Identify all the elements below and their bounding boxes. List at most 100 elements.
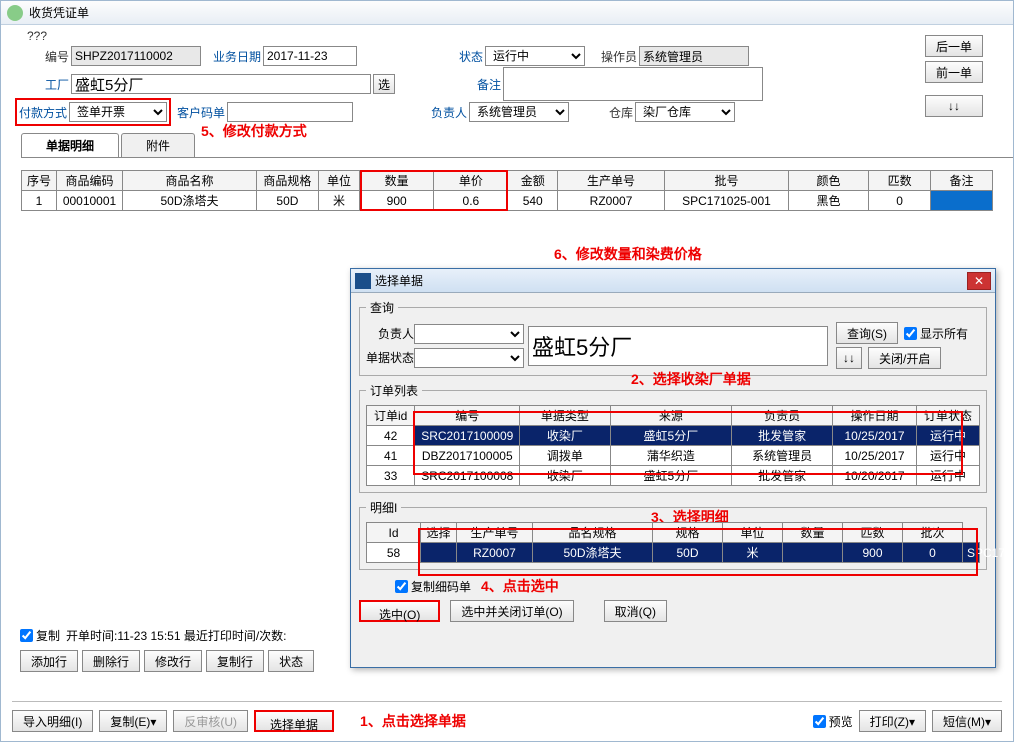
question-marks: ??? xyxy=(27,29,47,43)
dlg-btn-cancel[interactable]: 取消(Q) xyxy=(604,600,667,622)
btn-copy-doc[interactable]: 复制(E)▾ xyxy=(99,710,167,732)
grid-cell[interactable]: SPC171025-001 xyxy=(665,191,789,211)
anno-4: 4、点击选中 xyxy=(481,576,559,596)
list-header: 订单状态 xyxy=(916,406,979,426)
dlg-btn-select[interactable]: 选中(O) xyxy=(359,600,440,622)
chk-copy[interactable]: 复制 xyxy=(20,627,60,644)
list-row[interactable]: 42SRC2017100009收染厂盛虹5分厂批发管家10/25/2017运行中 xyxy=(367,426,980,446)
order-list-grid[interactable]: 订单id编号单据类型来源负责员操作日期订单状态42SRC2017100009收染… xyxy=(366,405,980,486)
grid-cell[interactable]: 900 xyxy=(360,191,434,211)
btn-state[interactable]: 状态 xyxy=(268,650,314,672)
grid-cell[interactable]: 0 xyxy=(869,191,931,211)
list-header: 来源 xyxy=(610,406,732,426)
btn-updown[interactable]: ↓↓ xyxy=(925,95,983,117)
dlg-btn-select-close[interactable]: 选中并关闭订单(O) xyxy=(450,600,573,622)
btn-modrow[interactable]: 修改行 xyxy=(144,650,202,672)
select-status[interactable]: 运行中 xyxy=(485,46,585,66)
input-cust[interactable] xyxy=(227,102,353,122)
dlg-select-owner[interactable] xyxy=(414,324,524,344)
input-no xyxy=(71,46,201,66)
detail-row[interactable]: 58RZ000750D涤塔夫50D米9000SPC17 xyxy=(367,543,980,563)
btn-unaudit: 反审核(U) xyxy=(173,710,248,732)
grid-cell[interactable] xyxy=(931,191,993,211)
select-doc-dialog: 选择单据 ✕ 查询 负责人 单据状态 查询(S) 显示所有 ↓↓ 关闭 xyxy=(350,268,996,668)
dlg-btn-toggle[interactable]: 关闭/开启 xyxy=(868,347,941,369)
dlg-btn-updown[interactable]: ↓↓ xyxy=(836,347,862,369)
detail-grid-dialog[interactable]: Id选择生产单号品名规格规格单位数量匹数批次58RZ000750D涤塔夫50D米… xyxy=(366,522,980,563)
detail-header: 生产单号 xyxy=(457,523,533,543)
dlg-chk-showall[interactable]: 显示所有 xyxy=(904,325,968,342)
query-fieldset: 查询 负责人 单据状态 查询(S) 显示所有 ↓↓ 关闭/开启 xyxy=(359,299,987,376)
orderlist-fieldset: 订单列表 订单id编号单据类型来源负责员操作日期订单状态42SRC2017100… xyxy=(359,382,987,493)
btn-delrow[interactable]: 删除行 xyxy=(82,650,140,672)
btn-prev-doc[interactable]: 前一单 xyxy=(925,61,983,83)
app-icon xyxy=(7,5,23,21)
dlg-chk-copycode[interactable]: 复制细码单 xyxy=(395,578,471,595)
select-owner[interactable]: 系统管理员 xyxy=(469,102,569,122)
detail-header: 规格 xyxy=(653,523,723,543)
grid-cell[interactable]: RZ0007 xyxy=(557,191,664,211)
grid-cell[interactable]: 1 xyxy=(22,191,57,211)
input-factory[interactable] xyxy=(71,74,371,94)
grid-wrap: 序号商品编码商品名称商品规格单位数量单价金额生产单号批号颜色匹数备注 10001… xyxy=(21,170,993,211)
label-pay: 付款方式 xyxy=(19,104,67,121)
grid-header: 备注 xyxy=(931,171,993,191)
detail-header: 数量 xyxy=(783,523,843,543)
btn-print[interactable]: 打印(Z)▾ xyxy=(859,710,926,732)
btn-sms[interactable]: 短信(M)▾ xyxy=(932,710,1002,732)
select-wh[interactable]: 染厂仓库 xyxy=(635,102,735,122)
opentime-text: 开单时间:11-23 15:51 最近打印时间/次数: xyxy=(66,627,287,644)
mid-toolbar: 复制 开单时间:11-23 15:51 最近打印时间/次数: xyxy=(20,627,287,644)
list-row[interactable]: 33SRC2017100008收染厂盛虹5分厂批发管家10/20/2017运行中 xyxy=(367,466,980,486)
dialog-title: 选择单据 xyxy=(375,272,423,289)
grid-header: 金额 xyxy=(508,171,557,191)
input-remark[interactable] xyxy=(503,67,763,101)
dlg-select-state[interactable] xyxy=(414,348,524,368)
btn-addrow[interactable]: 添加行 xyxy=(20,650,78,672)
label-no: 编号 xyxy=(21,48,69,65)
tab-detail[interactable]: 单据明细 xyxy=(21,133,119,157)
detail-header: 匹数 xyxy=(843,523,903,543)
btn-next-doc[interactable]: 后一单 xyxy=(925,35,983,57)
input-operator xyxy=(639,46,749,66)
list-header: 操作日期 xyxy=(833,406,917,426)
list-row[interactable]: 41DBZ2017100005调拨单蒲华织造系统管理员10/25/2017运行中 xyxy=(367,446,980,466)
bottom-bar: 导入明细(I) 复制(E)▾ 反审核(U) 选择单据 1、点击选择单据 预览 打… xyxy=(12,701,1002,732)
label-operator: 操作员 xyxy=(593,48,637,65)
grid-header: 匹数 xyxy=(869,171,931,191)
grid-cell[interactable]: 540 xyxy=(508,191,557,211)
orderlist-legend: 订单列表 xyxy=(366,382,422,399)
detail-grid: 序号商品编码商品名称商品规格单位数量单价金额生产单号批号颜色匹数备注 10001… xyxy=(21,170,993,211)
tab-attach[interactable]: 附件 xyxy=(121,133,195,157)
label-owner: 负责人 xyxy=(423,104,467,121)
dialog-titlebar: 选择单据 ✕ xyxy=(351,269,995,293)
list-header: 单据类型 xyxy=(520,406,610,426)
dlg-btn-query[interactable]: 查询(S) xyxy=(836,322,898,344)
grid-cell[interactable]: 00010001 xyxy=(57,191,123,211)
grid-cell[interactable]: 0.6 xyxy=(434,191,508,211)
grid-header: 商品编码 xyxy=(57,171,123,191)
btn-copyrow[interactable]: 复制行 xyxy=(206,650,264,672)
input-bizdate[interactable] xyxy=(263,46,357,66)
select-pay[interactable]: 签单开票 xyxy=(69,102,167,122)
titlebar: 收货凭证单 xyxy=(1,1,1013,25)
grid-cell[interactable]: 米 xyxy=(318,191,359,211)
grid-header: 数量 xyxy=(360,171,434,191)
btn-factory-pick[interactable]: 选 xyxy=(373,74,395,94)
dlg-big-input[interactable] xyxy=(528,326,828,366)
detail-header: 品名规格 xyxy=(533,523,653,543)
chk-preview[interactable]: 预览 xyxy=(813,713,853,730)
anno-6: 6、修改数量和染费价格 xyxy=(554,244,702,264)
btn-select-doc[interactable]: 选择单据 xyxy=(254,710,334,732)
grid-cell[interactable]: 黑色 xyxy=(788,191,868,211)
btn-import-detail[interactable]: 导入明细(I) xyxy=(12,710,93,732)
label-factory: 工厂 xyxy=(21,76,69,93)
grid-header: 单价 xyxy=(434,171,508,191)
dlg-label-state: 单据状态 xyxy=(366,349,414,366)
dialog-close-button[interactable]: ✕ xyxy=(967,272,991,290)
dlg-label-owner: 负责人 xyxy=(366,325,414,342)
grid-cell[interactable]: 50D xyxy=(257,191,319,211)
anno-5: 5、修改付款方式 xyxy=(201,121,307,141)
label-cust: 客户码单 xyxy=(175,104,225,121)
grid-cell[interactable]: 50D涤塔夫 xyxy=(123,191,257,211)
